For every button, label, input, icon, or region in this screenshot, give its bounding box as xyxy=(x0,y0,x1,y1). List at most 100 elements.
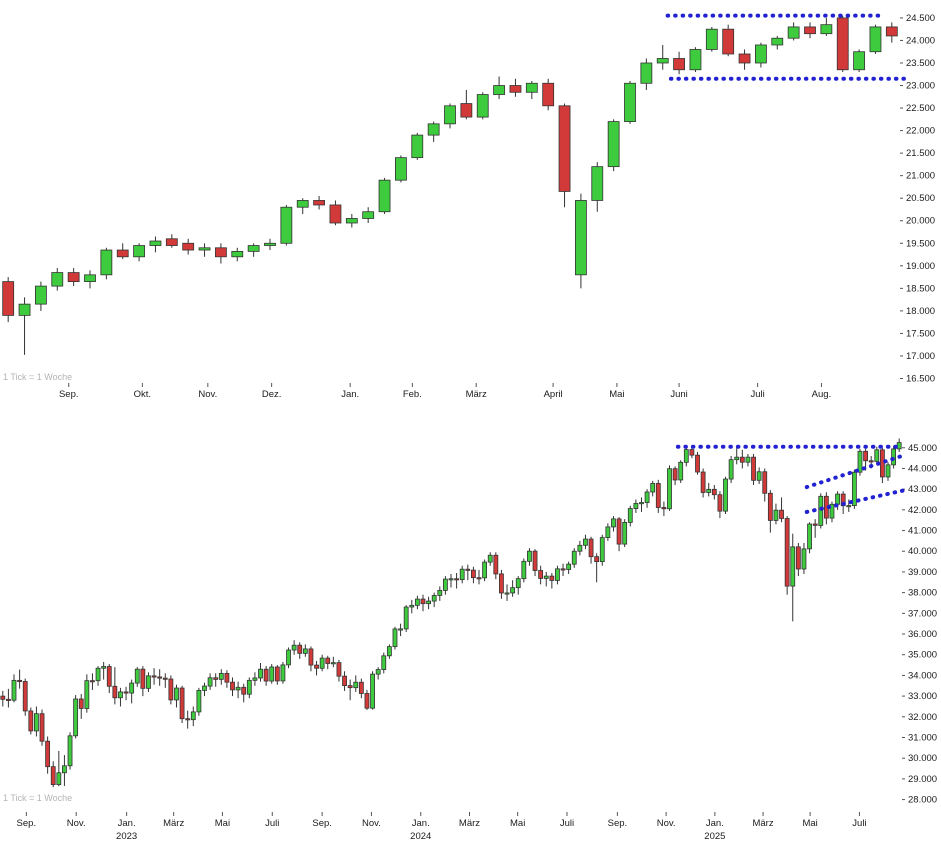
candle xyxy=(381,655,387,670)
candle xyxy=(667,468,672,510)
candle xyxy=(605,526,611,538)
y-axis-label: 17.500 xyxy=(906,328,935,339)
candle xyxy=(795,546,801,570)
candle xyxy=(820,24,833,35)
x-axis-label: März xyxy=(163,818,184,829)
candle xyxy=(392,628,398,648)
candle xyxy=(231,250,244,258)
candle xyxy=(583,538,588,546)
candle xyxy=(319,657,325,669)
y-axis-label: 42.000 xyxy=(908,505,937,516)
candle xyxy=(695,454,700,473)
x-axis-label: Sep. xyxy=(608,818,628,829)
upper-candlestick-chart: 24.500 24.000 23.500 23.000 22.500 22.000 21.5… xyxy=(2,13,935,400)
candle xyxy=(296,200,309,208)
candle xyxy=(35,285,47,305)
y-axis-label: 40.000 xyxy=(908,546,937,557)
y-axis-label: 31.000 xyxy=(908,732,937,743)
candle xyxy=(411,134,424,159)
candle xyxy=(151,675,157,678)
candle xyxy=(549,575,555,581)
candle xyxy=(207,677,213,687)
candle xyxy=(165,238,178,246)
candle xyxy=(280,206,293,244)
candle xyxy=(555,568,560,581)
trendline-dotted xyxy=(804,453,907,490)
candle xyxy=(247,245,260,252)
candle xyxy=(190,711,196,721)
candle xyxy=(591,166,604,201)
candle xyxy=(302,648,308,654)
candle xyxy=(689,449,695,456)
candle xyxy=(767,492,773,521)
candle xyxy=(28,710,34,732)
y-axis-label: 21.500 xyxy=(906,148,935,159)
y-axis-label: 19.000 xyxy=(906,261,935,272)
candle xyxy=(116,249,129,258)
candle xyxy=(182,242,195,251)
candle xyxy=(644,491,650,503)
candle xyxy=(22,681,28,712)
candle xyxy=(812,523,818,526)
x-axis-label: Juli xyxy=(852,818,866,829)
y-axis-label: 44.000 xyxy=(908,463,937,474)
candle xyxy=(414,598,420,606)
candle xyxy=(437,589,443,596)
candle xyxy=(362,211,375,219)
candle xyxy=(67,735,73,767)
candle xyxy=(112,685,118,699)
candle xyxy=(353,681,359,689)
candle xyxy=(314,664,319,669)
candle xyxy=(431,595,437,602)
candle xyxy=(487,554,493,563)
candle xyxy=(857,450,863,473)
y-axis-label: 37.000 xyxy=(908,608,937,619)
x-axis-label: Dez. xyxy=(262,389,282,400)
candle xyxy=(755,44,767,64)
candle xyxy=(471,569,476,579)
candle xyxy=(84,680,90,709)
candle xyxy=(336,662,342,677)
candle xyxy=(269,666,275,682)
candle xyxy=(67,272,80,282)
candle xyxy=(734,456,740,461)
x-axis-label: April xyxy=(544,389,563,400)
candle xyxy=(762,471,768,494)
x-axis-label: Jan. xyxy=(412,818,430,829)
candle xyxy=(241,686,247,695)
candle xyxy=(542,82,555,107)
candle xyxy=(460,103,473,118)
y-axis-label: 45.000 xyxy=(908,443,937,454)
candle xyxy=(689,49,702,71)
candle xyxy=(230,681,235,691)
candle xyxy=(18,303,31,316)
x-axis-label: Juni xyxy=(670,389,687,400)
y-axis-label: 21.000 xyxy=(906,171,935,182)
candle xyxy=(386,646,392,657)
y-axis-label: 29.000 xyxy=(908,774,937,785)
candle xyxy=(672,468,678,481)
y-axis-label: 20.500 xyxy=(906,193,935,204)
candle xyxy=(403,606,409,630)
candle xyxy=(106,666,112,687)
x-axis-label: Juli xyxy=(560,818,574,829)
candle xyxy=(78,698,84,709)
candle xyxy=(179,687,185,720)
x-axis-label: März xyxy=(466,389,487,400)
candle xyxy=(95,667,101,682)
candle xyxy=(398,628,403,631)
candle xyxy=(493,85,505,95)
x-axis-label: März xyxy=(752,818,773,829)
candle xyxy=(515,578,521,589)
candle xyxy=(673,58,685,71)
candle xyxy=(11,679,17,701)
candle xyxy=(454,578,460,581)
candle xyxy=(879,449,885,478)
candle xyxy=(640,62,653,84)
candle xyxy=(504,592,510,595)
x-axis-label: Mai xyxy=(510,818,525,829)
candle xyxy=(525,82,538,93)
candle xyxy=(202,685,207,691)
candle xyxy=(149,240,162,246)
candle xyxy=(836,17,849,71)
